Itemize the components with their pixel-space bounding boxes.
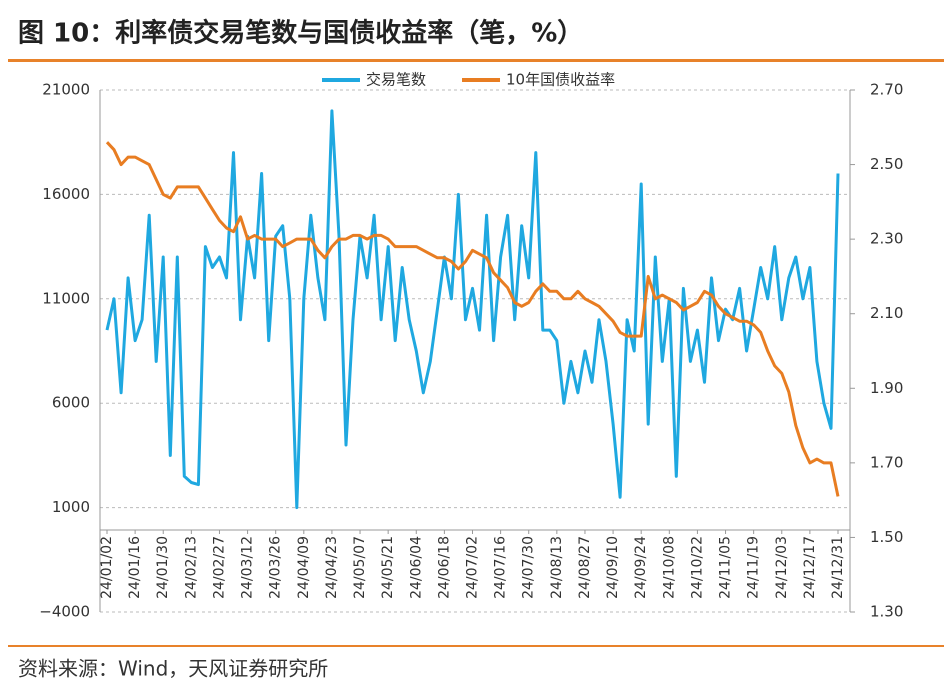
y-tick-label: 6000 xyxy=(52,394,90,412)
x-tick-label: 24/08/13 xyxy=(549,536,565,599)
y-tick-label: 21000 xyxy=(42,81,90,99)
x-tick-label: 24/02/13 xyxy=(183,536,199,599)
x-tick-label: 24/11/19 xyxy=(746,536,762,599)
x-tick-label: 24/09/24 xyxy=(633,536,649,599)
title-rule xyxy=(8,59,944,62)
x-tick-label: 24/04/09 xyxy=(296,536,312,599)
source: 资料来源：Wind，天风证券研究所 xyxy=(18,657,328,681)
x-tick-label: 24/02/27 xyxy=(211,536,227,599)
y-tick-label: 1000 xyxy=(52,498,90,516)
x-tick-label: 24/11/05 xyxy=(718,536,734,599)
x-tick-label: 24/04/23 xyxy=(324,536,340,599)
x-tick-label: 24/05/21 xyxy=(380,536,396,599)
source-rule xyxy=(8,645,944,647)
y2-tick-label: 1.30 xyxy=(870,603,903,621)
legend-label: 10年国债收益率 xyxy=(506,71,615,89)
y2-tick-label: 1.50 xyxy=(870,528,903,546)
x-tick-label: 24/01/02 xyxy=(99,536,115,599)
x-tick-label: 24/07/30 xyxy=(521,536,537,599)
y2-tick-label: 1.90 xyxy=(870,379,903,397)
x-tick-label: 24/09/10 xyxy=(605,536,621,599)
legend-label: 交易笔数 xyxy=(366,71,426,89)
x-tick-label: 24/06/04 xyxy=(408,536,424,599)
x-tick-label: 24/10/22 xyxy=(689,536,705,599)
y2-tick-label: 2.50 xyxy=(870,155,903,173)
x-tick-label: 24/08/27 xyxy=(577,536,593,599)
x-tick-label: 24/12/17 xyxy=(802,536,818,599)
x-tick-label: 24/03/26 xyxy=(268,536,284,599)
x-tick-label: 24/01/16 xyxy=(127,536,143,599)
x-tick-label: 24/06/18 xyxy=(436,536,452,599)
chart-title: 图 10：利率债交易笔数与国债收益率（笔，%） xyxy=(18,18,583,49)
y2-tick-label: 2.10 xyxy=(870,304,903,322)
y-tick-label: 16000 xyxy=(42,185,90,203)
x-tick-label: 24/05/07 xyxy=(352,536,368,599)
y-tick-label: −4000 xyxy=(39,603,90,621)
y2-tick-label: 2.30 xyxy=(870,230,903,248)
series-line xyxy=(105,141,840,497)
x-tick-label: 24/07/02 xyxy=(465,536,481,599)
y-tick-label: 11000 xyxy=(42,289,90,307)
x-tick-label: 24/10/08 xyxy=(661,536,677,599)
y2-tick-label: 1.70 xyxy=(870,453,903,471)
x-tick-label: 24/01/30 xyxy=(155,536,171,599)
y2-tick-label: 2.70 xyxy=(870,81,903,99)
x-tick-label: 24/03/12 xyxy=(240,536,256,599)
x-tick-label: 24/12/03 xyxy=(774,536,790,599)
x-tick-label: 24/12/31 xyxy=(830,536,846,599)
series-line xyxy=(105,109,840,510)
x-tick-label: 24/07/16 xyxy=(493,536,509,599)
